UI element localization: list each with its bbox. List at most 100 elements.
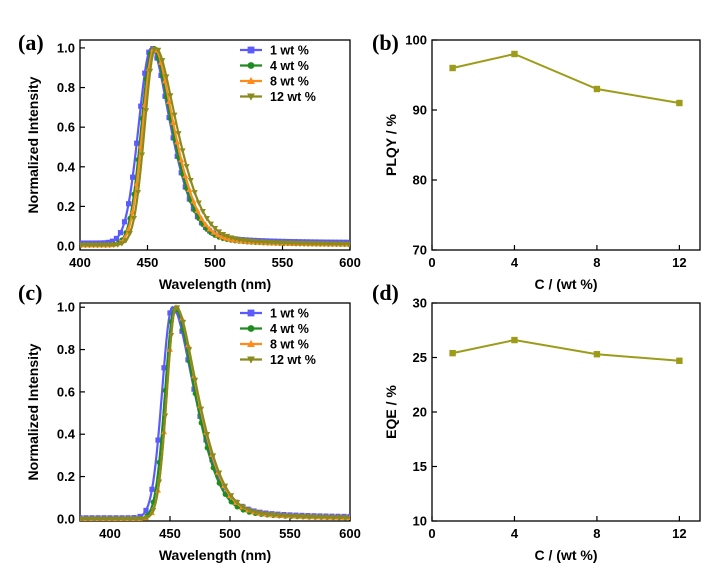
spectrum-marker [187, 178, 194, 184]
spectrum-marker [272, 240, 279, 246]
legend-label: 8 wt % [270, 338, 309, 352]
x-tick-label: 600 [339, 255, 361, 270]
spectrum-marker [131, 216, 137, 222]
x-tick-label: 450 [159, 526, 181, 541]
spectrum-marker [293, 240, 299, 247]
legend-marker [247, 309, 255, 317]
spectrum-marker [142, 70, 148, 76]
spectrum-marker [147, 68, 154, 75]
data-point [449, 349, 456, 357]
legend-label: 12 wt % [270, 90, 316, 104]
plot-frame [431, 39, 701, 251]
spectrum-marker [186, 186, 193, 192]
y-tick-label: 25 [413, 350, 427, 365]
spectrum-marker [203, 216, 210, 222]
spectrum-marker [90, 516, 97, 521]
spectrum-marker [192, 377, 199, 384]
legend-marker [247, 325, 255, 332]
spectrum-marker [108, 516, 115, 521]
x-tick-label: 450 [137, 255, 159, 270]
spectra-group [80, 304, 350, 521]
series-line [452, 52, 680, 104]
spectrum-marker [98, 242, 105, 249]
x-tick-label: 0 [428, 526, 435, 541]
x-axis-title: Wavelength (nm) [159, 547, 271, 563]
spectrum-marker [264, 239, 271, 246]
legend-marker [247, 356, 255, 364]
spectrum-marker [170, 119, 177, 125]
spectrum-marker [167, 93, 174, 99]
spectrum-marker [120, 516, 127, 521]
x-tick-label: 550 [279, 526, 301, 541]
chart-panel-d: (d) 0 4 8 12 10 15 20 25 30 C / (wt %) EQE / % [372, 280, 701, 563]
spectrum-marker [209, 457, 215, 463]
spectrum-line [80, 46, 350, 245]
spectrum-marker [204, 431, 211, 438]
y-tick-label: 0.4 [57, 427, 76, 442]
spectrum-marker [246, 507, 253, 514]
spectrum-marker [82, 242, 89, 249]
spectrum-marker [138, 516, 145, 521]
spectrum-marker [117, 230, 124, 236]
plot-frame [431, 302, 701, 522]
spectrum-marker [321, 241, 328, 247]
x-tick-label: 8 [593, 255, 600, 270]
spectrum-marker [186, 347, 193, 353]
legend-label: 4 wt % [270, 59, 309, 73]
spectrum-marker [256, 239, 263, 245]
spectra-group [80, 45, 350, 249]
spectrum-marker [156, 479, 163, 485]
spectrum-marker [161, 365, 167, 371]
spectrum-marker [318, 514, 325, 521]
spectrum-marker [90, 242, 97, 249]
data-point [676, 357, 683, 364]
spectrum-marker [234, 500, 241, 506]
spectrum-marker [276, 512, 283, 519]
y-tick-label: 0.4 [57, 159, 76, 174]
spectrum-marker [270, 512, 277, 518]
y-tick-label: 70 [413, 243, 427, 258]
x-tick-label: 500 [204, 255, 226, 270]
x-axis-title: C / (wt %) [535, 276, 598, 292]
spectrum-marker [199, 209, 206, 215]
spectrum-marker [288, 513, 295, 520]
x-tick-label: 12 [672, 255, 686, 270]
y-tick-label: 0.6 [57, 120, 75, 135]
spectrum-marker [139, 152, 146, 158]
spectrum-marker [198, 215, 205, 221]
y-tick-label: 15 [413, 459, 427, 474]
spectrum-marker [121, 219, 128, 225]
spectrum-marker [126, 516, 133, 521]
y-tick-label: 0.6 [57, 384, 75, 399]
spectrum-marker [276, 240, 283, 246]
spectrum-marker [114, 516, 121, 521]
spectrum-marker [102, 516, 109, 521]
spectrum-marker [240, 504, 247, 511]
spectrum-marker [301, 241, 308, 247]
y-axis-title: Normalized Intensity [25, 76, 41, 213]
spectrum-marker [297, 240, 304, 247]
spectrum-marker [207, 221, 214, 228]
legend-label: 1 wt % [270, 307, 309, 321]
spectrum-marker [294, 513, 301, 520]
spectrum-marker [288, 240, 295, 247]
spectrum-marker [300, 514, 307, 520]
data-point [449, 64, 456, 72]
spectrum-marker [159, 58, 166, 64]
panel-label: (b) [372, 30, 399, 55]
spectrum-marker [166, 98, 173, 105]
spectrum-marker [138, 103, 144, 109]
x-tick-label: 400 [69, 255, 91, 270]
spectrum-line [80, 305, 350, 520]
spectrum-marker [240, 237, 247, 244]
y-tick-label: 1.0 [57, 300, 75, 315]
spectrum-marker [113, 235, 120, 242]
y-axis-title: Normalized Intensity [25, 343, 41, 480]
y-tick-label: 90 [413, 103, 427, 118]
spectrum-marker [333, 241, 340, 248]
x-tick-label: 8 [593, 526, 600, 541]
y-axis-title: PLQY / % [383, 113, 399, 176]
y-tick-label: 30 [413, 296, 427, 311]
spectrum-marker [216, 229, 223, 235]
